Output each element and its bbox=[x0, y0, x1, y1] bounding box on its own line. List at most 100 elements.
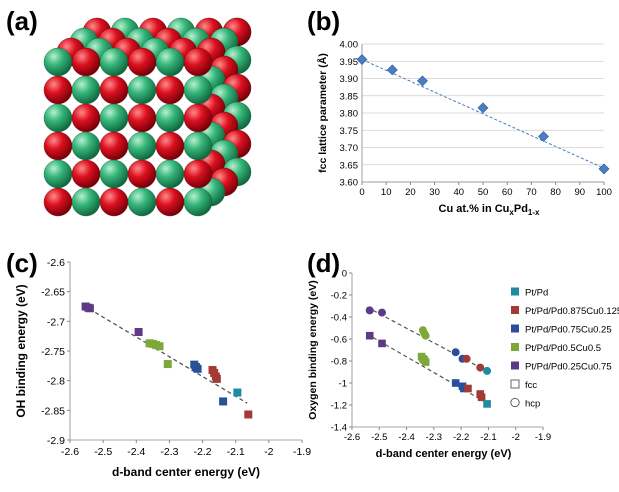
y-tick-label: -1.4 bbox=[331, 423, 347, 434]
legend-label: Pt/Pd/Pd0.875Cu0.125 bbox=[525, 306, 619, 317]
pd-atom bbox=[43, 103, 73, 133]
y-tick-label: -2.9 bbox=[47, 435, 65, 447]
y-tick-label: 3.90 bbox=[340, 74, 359, 85]
legend-swatch bbox=[511, 324, 519, 333]
y-tick-label: -0.6 bbox=[331, 335, 347, 346]
x-tick-label: -2.2 bbox=[194, 446, 212, 458]
x-tick-label: 10 bbox=[381, 187, 392, 198]
y-tick-label: 3.70 bbox=[340, 143, 359, 154]
x-tick-label: 0 bbox=[359, 187, 364, 198]
y-tick-label: 4.00 bbox=[340, 40, 359, 51]
hcp-point bbox=[365, 306, 374, 315]
y-tick-label: -1 bbox=[339, 379, 347, 390]
y-tick-label: -0.4 bbox=[331, 313, 347, 324]
cu-atom bbox=[127, 159, 157, 189]
data-point bbox=[598, 163, 610, 175]
pd-atom bbox=[71, 187, 101, 217]
pd-atom bbox=[127, 75, 157, 105]
y-tick-label: -0.8 bbox=[331, 357, 347, 368]
y-tick-label: -2.65 bbox=[41, 287, 65, 299]
x-tick-label: -2.5 bbox=[94, 446, 112, 458]
data-point bbox=[85, 304, 94, 313]
cu-atom bbox=[183, 47, 213, 77]
fcc-point bbox=[421, 358, 430, 366]
x-tick-label: -2 bbox=[511, 432, 519, 443]
panel-label-a: (a) bbox=[6, 6, 38, 36]
fcc-point bbox=[477, 393, 486, 402]
x-tick-label: -2.1 bbox=[480, 432, 496, 443]
hcp-point bbox=[462, 354, 471, 363]
hcp-point bbox=[421, 331, 430, 340]
cu-atom bbox=[71, 47, 101, 77]
cu-atom bbox=[155, 75, 185, 105]
data-point bbox=[538, 131, 549, 142]
x-tick-label: 50 bbox=[478, 187, 489, 198]
data-point bbox=[233, 388, 242, 397]
legend-label: fcc bbox=[525, 380, 537, 391]
x-tick-label: -2.3 bbox=[426, 432, 442, 443]
x-tick-label: -2.4 bbox=[127, 446, 145, 458]
cu-atom bbox=[99, 75, 129, 105]
fcc-point bbox=[483, 400, 491, 408]
pd-atom bbox=[43, 47, 73, 77]
pd-atom bbox=[127, 131, 157, 161]
fit-line bbox=[361, 59, 605, 169]
y-tick-label: 3.95 bbox=[340, 57, 359, 68]
oh-binding-chart: -2.6-2.65-2.7-2.75-2.8-2.85-2.9-2.6 -2.5-… bbox=[14, 257, 311, 479]
cu-atom bbox=[71, 103, 101, 133]
cu-atom bbox=[155, 131, 185, 161]
x-tick-label: -2.4 bbox=[398, 432, 414, 443]
y-tick-label: -1.2 bbox=[331, 401, 347, 412]
x-tick-label: 30 bbox=[429, 187, 440, 198]
x-tick-label: -1.9 bbox=[535, 432, 551, 443]
legend-swatch bbox=[510, 397, 520, 408]
y-tick-label: 3.80 bbox=[340, 109, 359, 120]
cu-atom bbox=[127, 103, 157, 133]
x-tick-label: -2.2 bbox=[453, 432, 469, 443]
y-tick-label: 3.60 bbox=[340, 178, 359, 189]
hcp-point bbox=[483, 366, 492, 375]
x-axis-label: d-band center energy (eV) bbox=[112, 465, 260, 479]
data-point bbox=[193, 364, 202, 373]
pd-atom bbox=[155, 103, 185, 133]
panel-label-d: (d) bbox=[307, 248, 341, 278]
y-tick-label: 0 bbox=[342, 269, 347, 280]
pd-atom bbox=[127, 187, 157, 217]
x-tick-label: 40 bbox=[454, 187, 465, 198]
x-tick-label: -2 bbox=[264, 446, 273, 458]
data-point bbox=[163, 360, 172, 369]
pd-atom bbox=[183, 131, 213, 161]
data-point bbox=[219, 397, 228, 406]
hcp-point bbox=[451, 348, 460, 357]
cu-atom bbox=[99, 131, 129, 161]
pd-atom bbox=[99, 103, 129, 133]
data-point bbox=[477, 102, 489, 114]
cu-atom bbox=[71, 159, 101, 189]
fcc-point bbox=[451, 379, 460, 387]
data-point bbox=[386, 64, 398, 76]
legend-label: Pt/Pd/Pd0.25Cu0.75 bbox=[525, 362, 612, 373]
oxygen-binding-chart: 0 -0.2 -0.4 -0.6 -0.8 -1 -1.2 -1.4-2.6 -2.5 -2.4 -… bbox=[307, 269, 619, 461]
panel-label-c: (c) bbox=[6, 248, 38, 278]
fcc-point bbox=[378, 339, 386, 348]
panel-label-b: (b) bbox=[307, 6, 341, 36]
x-tick-label: 100 bbox=[596, 187, 612, 198]
y-axis-label: Oxygen binding energy (eV) bbox=[307, 280, 319, 419]
fit-line bbox=[82, 304, 248, 404]
cu-atom bbox=[43, 131, 73, 161]
legend-label: hcp bbox=[525, 399, 540, 410]
legend-swatch bbox=[511, 306, 519, 314]
x-tick-label: -1.9 bbox=[293, 446, 311, 458]
x-tick-label: -2.1 bbox=[227, 446, 245, 458]
y-axis-label: fcc lattice parameter (Å) bbox=[316, 53, 329, 173]
y-tick-label: -2.75 bbox=[41, 346, 65, 358]
pd-atom bbox=[99, 47, 129, 77]
pd-atom bbox=[71, 131, 101, 161]
atomic-cube-model bbox=[43, 17, 252, 217]
x-axis-label: Cu at.% in CuxPd1-x bbox=[439, 203, 541, 217]
lattice-parameter-chart: 3.60 3.65 3.70 3.75 3.80 3.85 3.90 3.95 4.00 0 10 2… bbox=[316, 40, 612, 218]
pd-atom bbox=[155, 159, 185, 189]
y-axis-label: OH binding energy (eV) bbox=[14, 284, 28, 417]
legend-swatch bbox=[511, 361, 519, 370]
cu-atom bbox=[183, 159, 213, 189]
